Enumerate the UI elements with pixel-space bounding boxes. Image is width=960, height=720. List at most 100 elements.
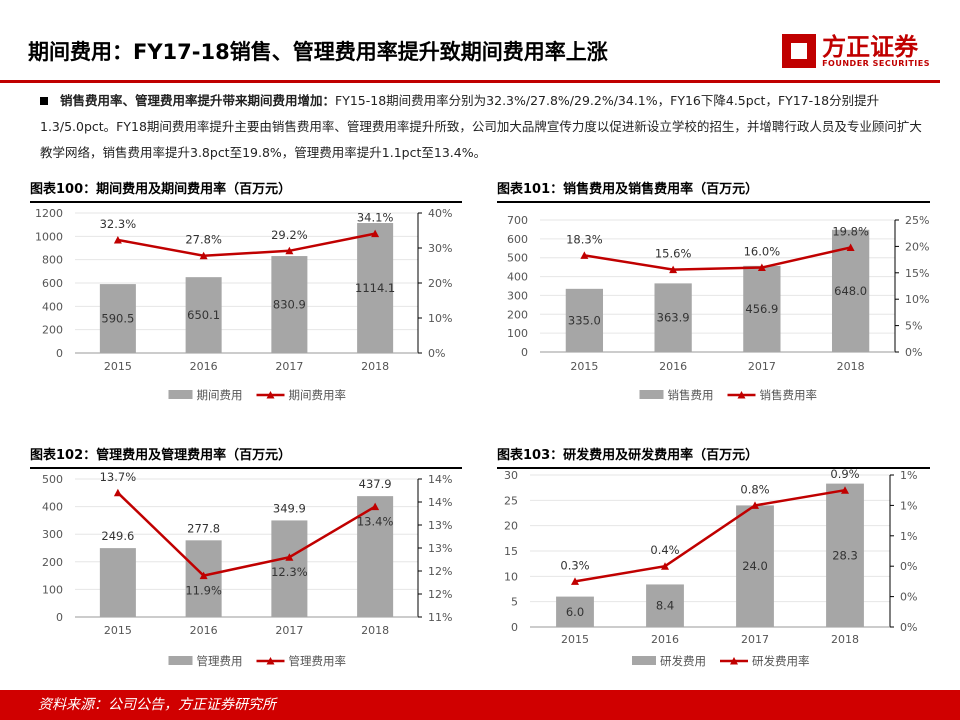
chart-title-103: 图表103：研发费用及研发费用率（百万元）	[497, 444, 930, 469]
bar	[654, 283, 692, 352]
y-tick-label: 10	[504, 570, 518, 583]
bar	[271, 520, 308, 617]
y-tick-label: 0	[511, 621, 518, 634]
y-tick-label: 700	[507, 214, 528, 227]
legend-bar-swatch	[168, 390, 193, 399]
legend-line-marker	[737, 391, 746, 399]
y-tick-label: 0	[521, 346, 528, 359]
footer-source: 资料来源：公司公告，方正证券研究所	[0, 690, 960, 720]
series-line	[117, 232, 376, 257]
y-tick-label: 300	[507, 289, 528, 302]
y2-tick-label: 0%	[905, 346, 922, 359]
legend-bar-label: 管理费用	[197, 654, 243, 668]
bar-data-label: 1114.1	[355, 281, 395, 295]
y-tick-label: 500	[42, 473, 63, 486]
line-data-label: 13.7%	[100, 470, 137, 484]
legend-bar-label: 研发费用	[660, 654, 706, 668]
line-data-label: 29.2%	[271, 228, 308, 242]
x-tick-label: 2017	[748, 360, 776, 373]
bar	[736, 505, 774, 627]
y2-tick-label: 1%	[900, 469, 917, 482]
y-tick-label: 15	[504, 545, 518, 558]
y-tick-label: 200	[42, 556, 63, 569]
line-marker	[580, 251, 589, 259]
line-marker	[841, 486, 849, 494]
y-tick-label: 200	[507, 308, 528, 321]
chart-title-100: 图表100：期间费用及期间费用率（百万元）	[30, 178, 462, 203]
y2-tick-label: 0%	[900, 591, 917, 604]
line-marker	[199, 251, 208, 260]
y2-tick-label: 0%	[428, 347, 445, 360]
y-tick-label: 1200	[35, 207, 63, 220]
y2-tick-label: 13%	[428, 519, 452, 532]
y-tick-label: 0	[56, 347, 63, 360]
x-tick-label: 2016	[190, 360, 218, 373]
y2-tick-label: 11%	[428, 611, 452, 624]
bar	[743, 265, 781, 352]
y-tick-label: 400	[42, 501, 63, 514]
bar-data-label: 249.6	[101, 529, 134, 543]
x-tick-label: 2017	[275, 624, 303, 637]
line-data-label: 0.3%	[560, 558, 589, 572]
x-tick-label: 2015	[104, 624, 132, 637]
y-tick-label: 20	[504, 520, 518, 533]
bar-data-label: 650.1	[187, 308, 220, 322]
line-marker	[113, 235, 122, 244]
y2-tick-label: 12%	[428, 588, 452, 601]
line-data-label: 19.8%	[832, 224, 869, 238]
y2-tick-label: 14%	[428, 496, 452, 509]
y2-tick-label: 0%	[900, 621, 917, 634]
y-tick-label: 0	[56, 611, 63, 624]
bar-data-label: 24.0	[742, 559, 768, 573]
bar-data-label: 830.9	[273, 298, 306, 312]
y-tick-label: 200	[42, 324, 63, 337]
y2-tick-label: 40%	[428, 207, 452, 220]
line-marker	[757, 263, 766, 272]
line-data-label: 13.4%	[357, 515, 394, 529]
bar-data-label: 590.5	[101, 312, 134, 326]
summary-paragraph: 销售费用率、管理费用率提升带来期间费用增加：FY15-18期间费用率分别为32.…	[40, 88, 930, 166]
line-data-label: 16.0%	[744, 245, 781, 259]
bar	[357, 496, 394, 617]
y-tick-label: 800	[42, 254, 63, 267]
y-tick-label: 100	[42, 583, 63, 596]
line-data-label: 27.8%	[185, 233, 222, 247]
bar-data-label: 648.0	[834, 284, 867, 298]
y2-tick-label: 20%	[428, 277, 452, 290]
line-marker	[199, 571, 208, 580]
line-marker	[371, 502, 380, 511]
y2-tick-label: 13%	[428, 542, 452, 555]
line-data-label: 12.3%	[271, 565, 308, 579]
legend-bar-label: 期间费用	[197, 388, 243, 402]
bar	[357, 223, 394, 353]
page-title: 期间费用：FY17-18销售、管理费用率提升致期间费用率上涨	[28, 40, 608, 64]
line-data-label: 18.3%	[566, 232, 603, 246]
y2-tick-label: 20%	[905, 240, 929, 253]
bar	[826, 483, 864, 627]
line-marker	[571, 577, 579, 585]
y-tick-label: 600	[507, 233, 528, 246]
legend-line-label: 销售费用率	[760, 388, 818, 402]
series-line	[574, 488, 846, 583]
bar-data-label: 456.9	[745, 302, 778, 316]
x-tick-label: 2018	[837, 360, 865, 373]
logo: 方正证券 FOUNDER SECURITIES	[782, 34, 930, 68]
bar-data-label: 277.8	[187, 521, 220, 535]
line-marker	[285, 246, 294, 255]
x-tick-label: 2018	[361, 624, 389, 637]
line-marker	[285, 553, 294, 561]
legend-bar-label: 销售费用	[668, 388, 714, 402]
x-tick-label: 2016	[190, 624, 218, 637]
bar-data-label: 349.9	[273, 501, 306, 515]
x-tick-label: 2015	[561, 633, 589, 646]
bar	[556, 596, 594, 627]
line-data-label: 34.1%	[357, 211, 394, 225]
line-data-label: 15.6%	[655, 247, 692, 261]
chart-title-102: 图表102：管理费用及管理费用率（百万元）	[30, 444, 462, 469]
logo-icon	[782, 34, 817, 68]
bar-data-label: 437.9	[359, 477, 392, 491]
series-line	[117, 491, 376, 577]
legend-line-label: 管理费用率	[289, 654, 347, 668]
y-tick-label: 100	[507, 327, 528, 340]
bar	[646, 584, 684, 627]
